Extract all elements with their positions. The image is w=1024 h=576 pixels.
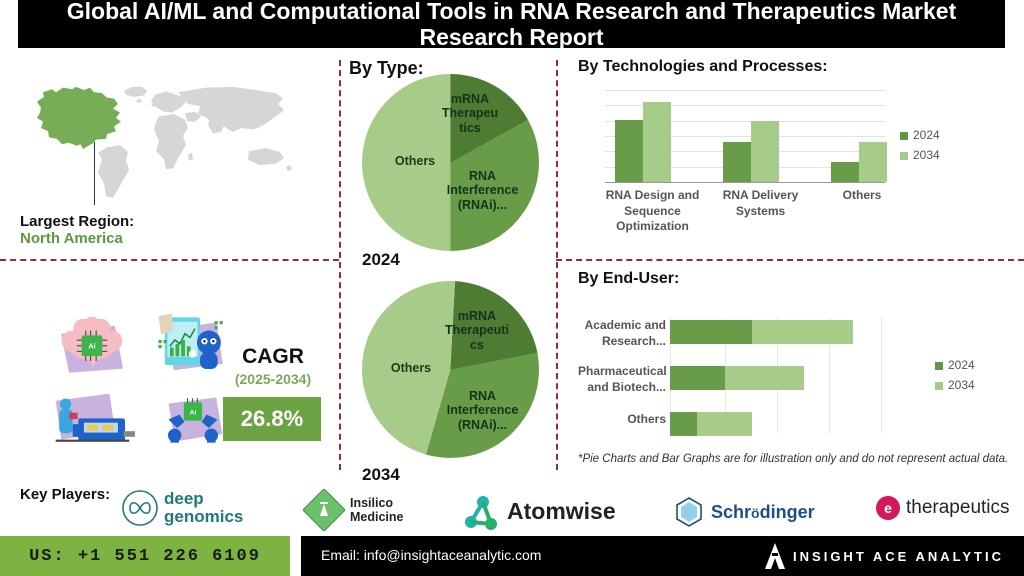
- svg-text:Ai: Ai: [190, 410, 197, 417]
- svg-text:e: e: [884, 500, 892, 516]
- svg-text:Ai: Ai: [88, 342, 96, 351]
